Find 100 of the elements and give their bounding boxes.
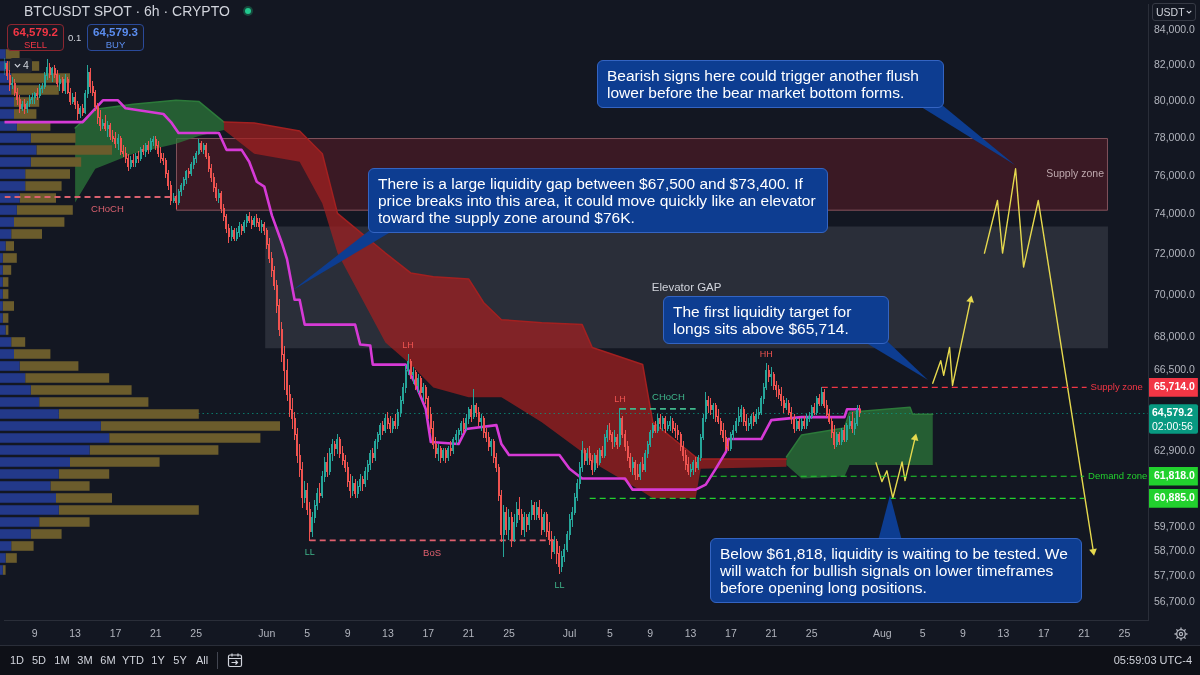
- annotation: 4: [23, 59, 29, 71]
- series-label: Demand zone: [1088, 469, 1148, 481]
- x-tick-label: 25: [1118, 627, 1131, 640]
- bar: [0, 481, 51, 491]
- bar: [0, 241, 6, 251]
- x-tick-label: 25: [503, 627, 515, 640]
- bar: [100, 421, 280, 431]
- y-tick-label: 78,000.0: [1154, 130, 1196, 143]
- bar: [0, 361, 20, 371]
- bar: [0, 85, 12, 95]
- annotation: The first liquidity target for longs sits above $65,714.: [663, 296, 889, 344]
- text: 1D: [9, 654, 25, 667]
- text: 1M: [54, 654, 70, 667]
- bar: [0, 301, 3, 311]
- bar: [0, 397, 40, 407]
- bar: [30, 529, 62, 539]
- x-tick-label: 5: [919, 627, 926, 640]
- text: 1Y: [151, 654, 165, 667]
- bar: [2, 277, 9, 287]
- x-tick-label: 9: [31, 627, 38, 640]
- x-tick-label: 13: [382, 627, 394, 640]
- x-tick-label: 25: [190, 627, 203, 640]
- bar: [70, 457, 160, 467]
- bar: [30, 157, 82, 167]
- y-tick-label: 61,818.0: [1154, 469, 1196, 482]
- bar: [58, 505, 199, 515]
- bar: [56, 493, 112, 503]
- ref-line-label: 64,579.2: [1152, 406, 1194, 419]
- x-tick-label: 9: [647, 627, 654, 640]
- text: 6M: [100, 654, 116, 667]
- callout: Bearish signs here could trigger another flush lower before the bear market bottom forms.: [597, 60, 1015, 165]
- bar: [0, 265, 3, 275]
- annotation: There is a large liquidity gap between $67,500 and $73,400. If price breaks into this area, it could move quickly like an elevator toward the supply zone around $76K.: [368, 168, 828, 233]
- annotation: Bearish signs here could trigger another flush lower before the bear market bottom forms.: [597, 60, 944, 108]
- bar: [14, 109, 37, 119]
- bar: [5, 241, 14, 251]
- bar: [30, 133, 76, 143]
- bar: [25, 181, 62, 191]
- bar: [0, 409, 59, 419]
- bar: [11, 541, 34, 551]
- bar: [19, 193, 56, 203]
- text: 5Y: [173, 654, 187, 667]
- bar: [0, 313, 3, 323]
- text: YTD: [122, 654, 144, 667]
- bar: [109, 433, 261, 443]
- bar: [0, 445, 90, 455]
- bar: [0, 109, 14, 119]
- bar: [16, 205, 73, 215]
- annotation: Below $61,818, liquidity is waiting to be tested. We will watch for bullish signals on lower timeframes before opening long positions.: [710, 538, 1082, 603]
- bar: [0, 217, 14, 227]
- bar: [2, 265, 12, 275]
- x-tick-label: 21: [765, 627, 778, 640]
- y-tick-label: 72,000.0: [1154, 247, 1196, 260]
- y-tick-label: 76,000.0: [1154, 168, 1196, 181]
- x-tick-label: 25: [805, 627, 818, 640]
- text: 02:00:56: [1152, 419, 1193, 432]
- series-label: BoS: [423, 547, 442, 559]
- bar: [0, 133, 31, 143]
- bar: [0, 181, 26, 191]
- callout: Below $61,818, liquidity is waiting to be tested. We will watch for bullish signals on lower timeframes before opening long positions.: [710, 495, 1082, 603]
- series-label: CHoCH: [652, 391, 685, 403]
- annotation: LH: [402, 340, 414, 351]
- y-tick-label: 65,714.0: [1154, 380, 1196, 393]
- sell-button: 64,579.2 SELL: [7, 24, 64, 51]
- bar: [0, 349, 14, 359]
- x-tick-label: 17: [422, 627, 435, 640]
- x-tick-label: 5: [606, 627, 613, 640]
- bar: [2, 301, 14, 311]
- y-tick-label: 62,900.0: [1154, 443, 1196, 456]
- annotation: LL: [304, 546, 315, 557]
- bar: [0, 49, 6, 59]
- bar: [19, 361, 79, 371]
- x-tick-label: 17: [109, 627, 122, 640]
- band-label: Elevator GAP: [651, 280, 722, 293]
- annotation: LL: [554, 580, 565, 591]
- currency-button: USDT: [1152, 3, 1196, 21]
- bar: [14, 349, 51, 359]
- bar: [58, 409, 199, 419]
- y-tick-label: 84,000.0: [1154, 23, 1196, 36]
- y-tick-label: 59,700.0: [1154, 519, 1196, 532]
- y-tick-label: 60,885.0: [1154, 491, 1196, 504]
- x-tick-label: 9: [960, 627, 967, 640]
- bar: [89, 445, 219, 455]
- y-tick-label: 80,000.0: [1154, 94, 1196, 107]
- annotation: SELL: [22, 39, 49, 50]
- y-tick-label: 70,000.0: [1154, 288, 1196, 301]
- bar: [0, 457, 70, 467]
- bar: [0, 157, 31, 167]
- bar: [39, 517, 90, 527]
- bar: [0, 385, 31, 395]
- text: 3M: [77, 654, 93, 667]
- bar: [0, 193, 20, 203]
- bar: [39, 397, 149, 407]
- x-tick-label: Jun: [258, 627, 276, 640]
- annotation: LH: [614, 394, 626, 405]
- x-tick-label: 13: [69, 627, 82, 640]
- bar: [0, 325, 6, 335]
- x-tick-label: Aug: [872, 627, 892, 640]
- bar: [0, 373, 26, 383]
- bar: [0, 517, 40, 527]
